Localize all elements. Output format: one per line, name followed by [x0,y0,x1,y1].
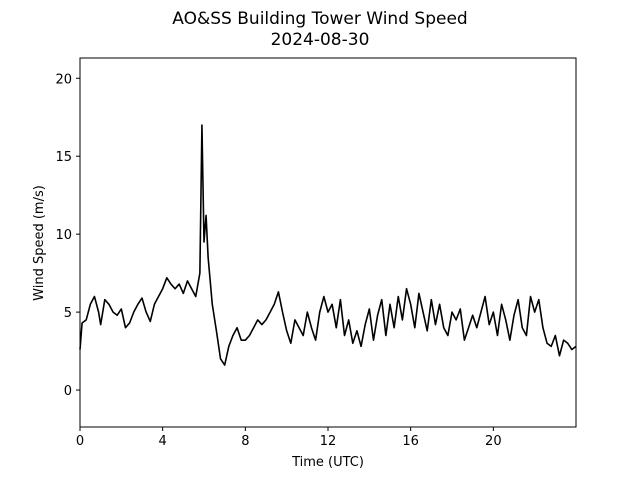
chart-subtitle: 2024-08-30 [271,30,370,50]
y-tick-label: 20 [55,72,72,87]
x-tick-label: 16 [402,434,419,449]
wind-speed-line [79,124,577,366]
x-axis-label: Time (UTC) [291,455,364,470]
x-tick-label: 8 [241,434,249,449]
y-axis-label: Wind Speed (m/s) [32,185,47,301]
x-tick-label: 12 [320,434,337,449]
y-tick-label: 15 [55,150,72,165]
plot-frame [79,57,577,428]
y-tick-label: 0 [64,384,72,399]
x-tick-label: 20 [485,434,502,449]
chart-title: AO&SS Building Tower Wind Speed [172,9,467,29]
y-tick-label: 10 [55,228,72,243]
y-tick-label: 5 [64,306,72,321]
x-tick-label: 4 [159,434,167,449]
x-tick-label: 0 [76,434,84,449]
